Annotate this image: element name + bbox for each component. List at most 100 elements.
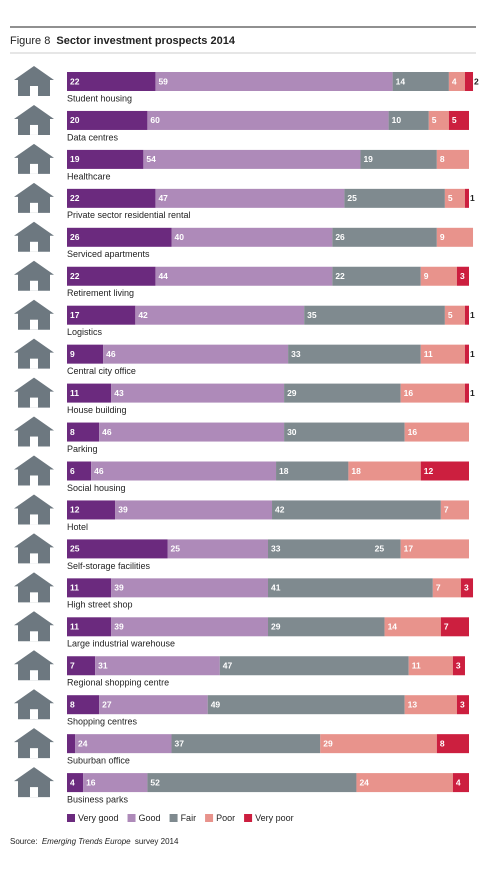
bar-segment (67, 110, 148, 130)
category-label: Self-storage facilities (67, 561, 151, 571)
bar-segment (99, 422, 285, 442)
icon-shape (14, 455, 54, 486)
value-label: 1 (470, 388, 475, 398)
value-label: 33 (271, 544, 281, 554)
sector-icon (14, 143, 54, 174)
bar-segment (67, 72, 156, 91)
value-label: 5 (448, 310, 453, 320)
legend-swatch (67, 814, 75, 822)
bar-segment (167, 539, 268, 559)
bar-segment (460, 578, 474, 598)
bar-segment (464, 383, 469, 403)
value-label: 7 (70, 661, 75, 671)
icon-shape (14, 767, 54, 798)
icon-door (30, 241, 38, 252)
value-label: 60 (150, 115, 160, 125)
bar-segment (67, 695, 100, 715)
bar-segment (155, 266, 333, 286)
category-label: Parking (67, 444, 98, 454)
bar-segment (400, 383, 465, 403)
bar-segment (111, 578, 268, 598)
icon-door (30, 124, 38, 135)
icon-shape (14, 299, 54, 330)
value-label: 39 (118, 505, 128, 515)
value-label: 49 (211, 699, 221, 709)
bar-segment (428, 110, 449, 130)
bar-segment (67, 149, 144, 169)
value-label: 24 (78, 738, 88, 748)
bar-segment (404, 422, 469, 442)
category-label: House building (67, 405, 127, 415)
bar-segment (464, 344, 469, 364)
value-label: 46 (102, 427, 112, 437)
bar-segment (67, 344, 104, 364)
sector-icon (14, 104, 54, 135)
category-label: Serviced apartments (67, 249, 150, 259)
source-prefix: Source: (10, 837, 38, 846)
source-suffix: survey 2014 (135, 837, 179, 846)
bar-segment (75, 734, 172, 754)
bar-segment (440, 617, 469, 637)
value-label: 29 (323, 738, 333, 748)
value-label: 35 (307, 310, 317, 320)
bar-segment (344, 188, 445, 208)
bar-segment (456, 266, 469, 286)
category-label: Social housing (67, 483, 126, 493)
bar-segment (436, 149, 469, 169)
sector-icon (14, 66, 54, 96)
bar-segment (143, 149, 361, 169)
icon-shape (14, 143, 54, 174)
legend-label: Poor (216, 813, 235, 823)
value-label: 3 (460, 271, 465, 281)
category-label: Shopping centres (67, 717, 138, 727)
icon-door (30, 748, 38, 759)
value-label: 17 (404, 544, 414, 554)
bar-segment (404, 695, 457, 715)
value-label: 22 (70, 271, 80, 281)
bar-segment (207, 695, 405, 715)
value-label: 40 (175, 232, 185, 242)
bar-segment (111, 383, 285, 403)
value-label: 11 (412, 661, 421, 671)
icon-door (30, 553, 38, 564)
sector-icon (14, 767, 54, 798)
value-label: 4 (456, 777, 461, 787)
value-label: 20 (70, 115, 80, 125)
bar-segment (67, 461, 92, 481)
value-label: 1 (470, 310, 475, 320)
icon-shape (14, 221, 54, 252)
bar-segment (95, 656, 220, 676)
sector-icon (14, 689, 54, 720)
bar-segment (440, 500, 469, 520)
value-label: 37 (175, 738, 185, 748)
legend-swatch (127, 814, 136, 822)
sector-icon (14, 455, 54, 486)
bar-segment (268, 578, 433, 598)
sector-icon (14, 260, 54, 291)
value-label: 47 (158, 193, 168, 203)
value-label: 14 (388, 622, 398, 632)
value-label: 8 (70, 699, 75, 709)
category-label: Student housing (67, 93, 132, 103)
value-label: 25 (347, 193, 357, 203)
bar-segment (147, 110, 389, 130)
value-label: 16 (404, 388, 414, 398)
bar-segment (147, 773, 357, 793)
value-label: 19 (70, 154, 80, 164)
legend-label: Very poor (255, 813, 294, 823)
bar-segment (67, 500, 116, 520)
value-label: 3 (456, 661, 461, 671)
bar-segment (83, 773, 148, 793)
figure-heading: Figure 8 Sector investment prospects 201… (10, 35, 236, 47)
annotation: 25 (375, 544, 385, 554)
value-label: 39 (114, 622, 124, 632)
category-label: Logistics (67, 327, 103, 337)
bar-segment (67, 305, 136, 325)
icon-shape (14, 260, 54, 291)
bar-segment (356, 773, 453, 793)
value-label: 25 (70, 544, 80, 554)
category-label: Hotel (67, 522, 88, 532)
bar-segment (432, 578, 461, 598)
bar-segment (388, 110, 429, 130)
value-label: 46 (94, 466, 104, 476)
